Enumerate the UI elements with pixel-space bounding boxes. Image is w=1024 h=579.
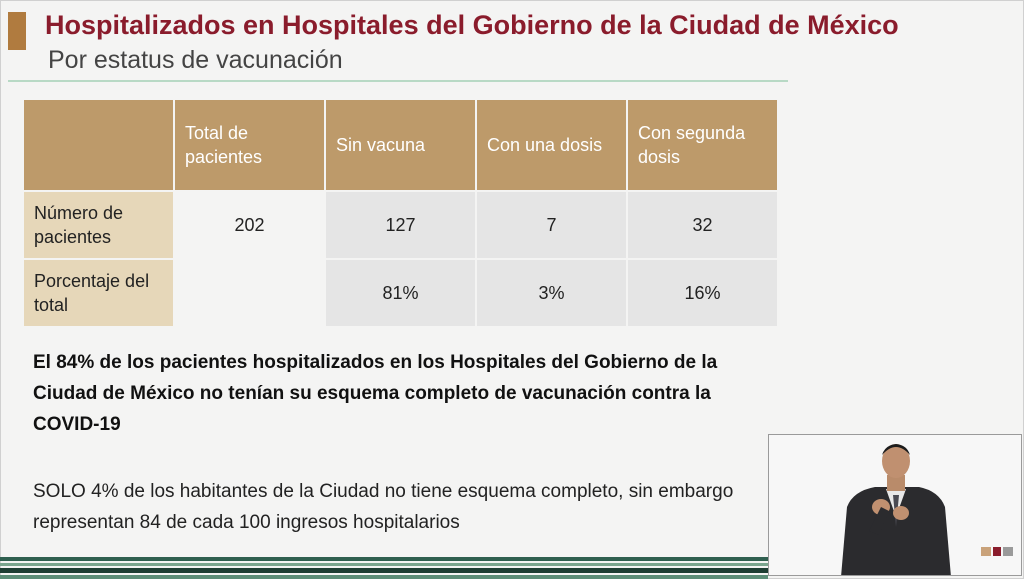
row-label: Porcentaje del total (24, 260, 173, 326)
column-header: Total de pacientes (175, 100, 324, 190)
table-cell: 3% (477, 260, 626, 326)
table-cell (175, 260, 324, 326)
table-cell: 81% (326, 260, 475, 326)
table-cell: 16% (628, 260, 777, 326)
column-header: Con segunda dosis (628, 100, 777, 190)
footer-stripe (0, 563, 768, 566)
table-header-row: Total de pacientes Sin vacuna Con una do… (24, 100, 777, 190)
row-label: Número de pacientes (24, 192, 173, 258)
table-cell: 127 (326, 192, 475, 258)
title-divider (8, 80, 788, 82)
key-finding-text: El 84% de los pacientes hospitalizados e… (33, 352, 718, 435)
page-subtitle: Por estatus de vacunación (48, 46, 343, 74)
title-accent-bar (8, 12, 26, 50)
footer-stripes (0, 557, 768, 579)
table-row: Porcentaje del total 81% 3% 16% (24, 260, 777, 326)
footer-stripe (0, 575, 768, 579)
sign-language-interpreter-video (768, 434, 1022, 576)
table-cell: 202 (234, 215, 265, 235)
footer-stripe (0, 557, 768, 561)
footer-stripe (0, 568, 768, 573)
interpreter-image (841, 444, 1013, 575)
hospitalization-table: Total de pacientes Sin vacuna Con una do… (22, 98, 779, 328)
table-row: Número de pacientes 202 127 7 32 (24, 192, 777, 258)
table-cell: 32 (628, 192, 777, 258)
column-header: Con una dosis (477, 100, 626, 190)
page-title: Hospitalizados en Hospitales del Gobiern… (45, 10, 899, 40)
table-corner-cell (24, 100, 173, 190)
table-cell: 7 (477, 192, 626, 258)
column-header: Sin vacuna (326, 100, 475, 190)
note-text: SOLO 4% de los habitantes de la Ciudad n… (33, 481, 734, 533)
